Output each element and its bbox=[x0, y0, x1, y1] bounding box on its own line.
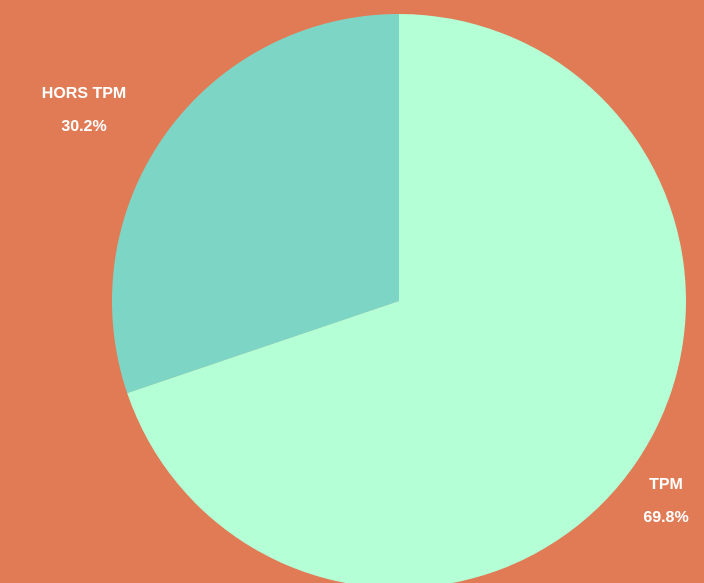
pie-slice-hors-tpm bbox=[111, 14, 400, 394]
slice-label-group-hors-tpm: HORS TPM 30.2% bbox=[42, 85, 126, 135]
slice-label-group-tpm: TPM 69.8% bbox=[643, 476, 688, 526]
slice-label-hors-tpm: HORS TPM bbox=[42, 85, 126, 102]
pie-slices bbox=[111, 14, 686, 583]
slice-value-tpm: 69.8% bbox=[643, 509, 688, 526]
slice-label-tpm: TPM bbox=[649, 476, 683, 493]
pie-slice-tpm bbox=[127, 14, 686, 583]
slice-value-hors-tpm: 30.2% bbox=[61, 118, 106, 135]
